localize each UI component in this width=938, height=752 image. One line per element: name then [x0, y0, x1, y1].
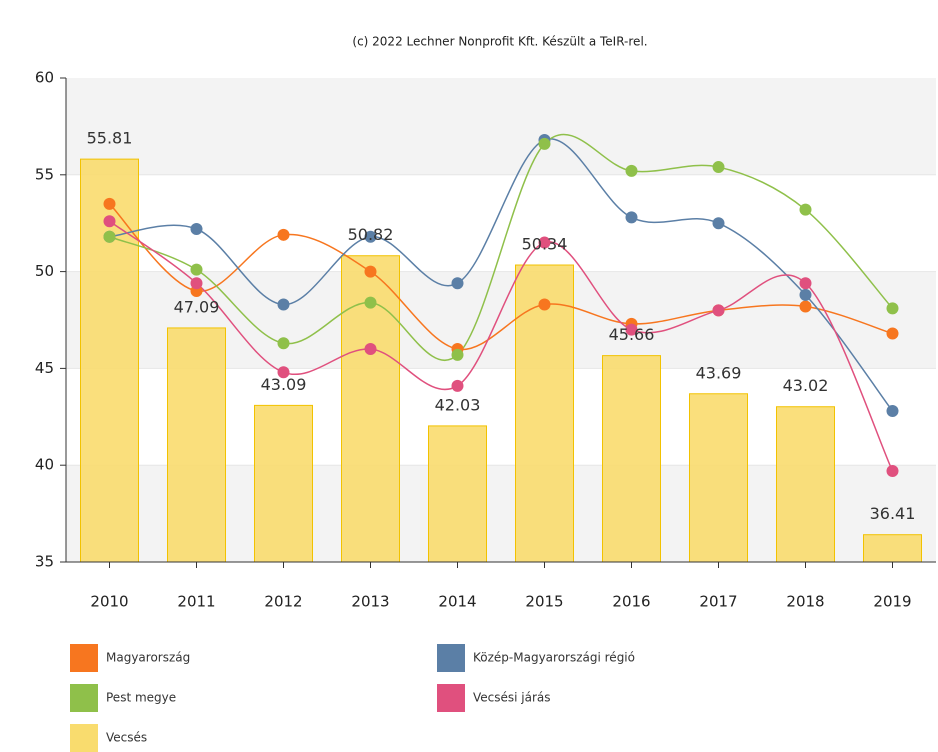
legend-swatch [70, 644, 98, 672]
marker [277, 228, 290, 241]
x-tick-label: 2015 [525, 593, 563, 611]
marker [364, 296, 377, 309]
legend-swatch [437, 644, 465, 672]
y-tick-label: 50 [35, 262, 54, 280]
marker [364, 265, 377, 278]
marker [538, 236, 551, 249]
chart-title: (c) 2022 Lechner Nonprofit Kft. Készült … [352, 35, 647, 49]
marker [277, 366, 290, 379]
marker [886, 465, 899, 478]
x-tick-label: 2012 [264, 593, 302, 611]
x-tick-label: 2014 [438, 593, 476, 611]
marker [103, 215, 116, 228]
value-label: 50.82 [348, 225, 394, 244]
y-tick-label: 35 [35, 553, 54, 571]
marker [712, 161, 725, 174]
marker [103, 230, 116, 243]
line [109, 133, 894, 362]
marker [364, 343, 377, 356]
y-tick-label: 60 [35, 69, 54, 87]
marker [451, 277, 464, 290]
value-label: 42.03 [435, 395, 481, 414]
marker [799, 277, 812, 290]
grid-band [66, 78, 936, 175]
value-label: 43.02 [783, 376, 829, 395]
legend-label: Közép-Magyarországi régió [473, 651, 635, 665]
value-label: 43.69 [696, 363, 742, 382]
marker [799, 300, 812, 313]
legend-label: Pest megye [106, 691, 176, 705]
x-tick-label: 2010 [90, 593, 128, 611]
legend-swatch [70, 724, 98, 752]
marker [886, 302, 899, 315]
y-tick-label: 45 [35, 359, 54, 377]
marker [190, 277, 203, 290]
marker [190, 223, 203, 236]
marker [190, 263, 203, 276]
bar [167, 327, 226, 563]
x-tick-label: 2018 [786, 593, 824, 611]
legend-swatch [70, 684, 98, 712]
bar [602, 355, 661, 563]
legend-label: Vecsés [106, 731, 147, 745]
line [108, 203, 893, 351]
marker [625, 164, 638, 177]
legend-label: Magyarország [106, 651, 190, 665]
marker [364, 230, 377, 243]
value-label: 43.09 [261, 375, 307, 394]
line [109, 138, 894, 412]
marker [625, 323, 638, 336]
marker [451, 348, 464, 361]
bar [863, 534, 922, 563]
marker [712, 217, 725, 230]
bar [254, 404, 313, 563]
value-label: 36.41 [870, 504, 916, 523]
marker [277, 337, 290, 350]
marker [103, 197, 116, 210]
bar [776, 406, 835, 563]
value-label: 47.09 [174, 297, 220, 316]
marker [886, 327, 899, 340]
bar [428, 425, 487, 563]
value-label: 45.66 [609, 325, 655, 344]
marker [538, 298, 551, 311]
x-tick-label: 2011 [177, 593, 215, 611]
y-tick-label: 55 [35, 165, 54, 183]
x-tick-label: 2017 [699, 593, 737, 611]
line [109, 220, 894, 472]
x-tick-label: 2019 [873, 593, 911, 611]
bar [515, 264, 574, 563]
legend-swatch [437, 684, 465, 712]
marker [277, 298, 290, 311]
value-label: 55.81 [87, 129, 133, 148]
y-tick-label: 40 [35, 456, 54, 474]
marker [799, 203, 812, 216]
marker [712, 304, 725, 317]
bar [689, 393, 748, 563]
marker [625, 211, 638, 224]
x-tick-label: 2016 [612, 593, 650, 611]
legend-label: Vecsési járás [473, 691, 551, 705]
marker [886, 404, 899, 417]
marker [799, 288, 812, 301]
x-tick-label: 2013 [351, 593, 389, 611]
marker [538, 137, 551, 150]
value-label: 50.34 [522, 235, 568, 254]
marker [451, 379, 464, 392]
